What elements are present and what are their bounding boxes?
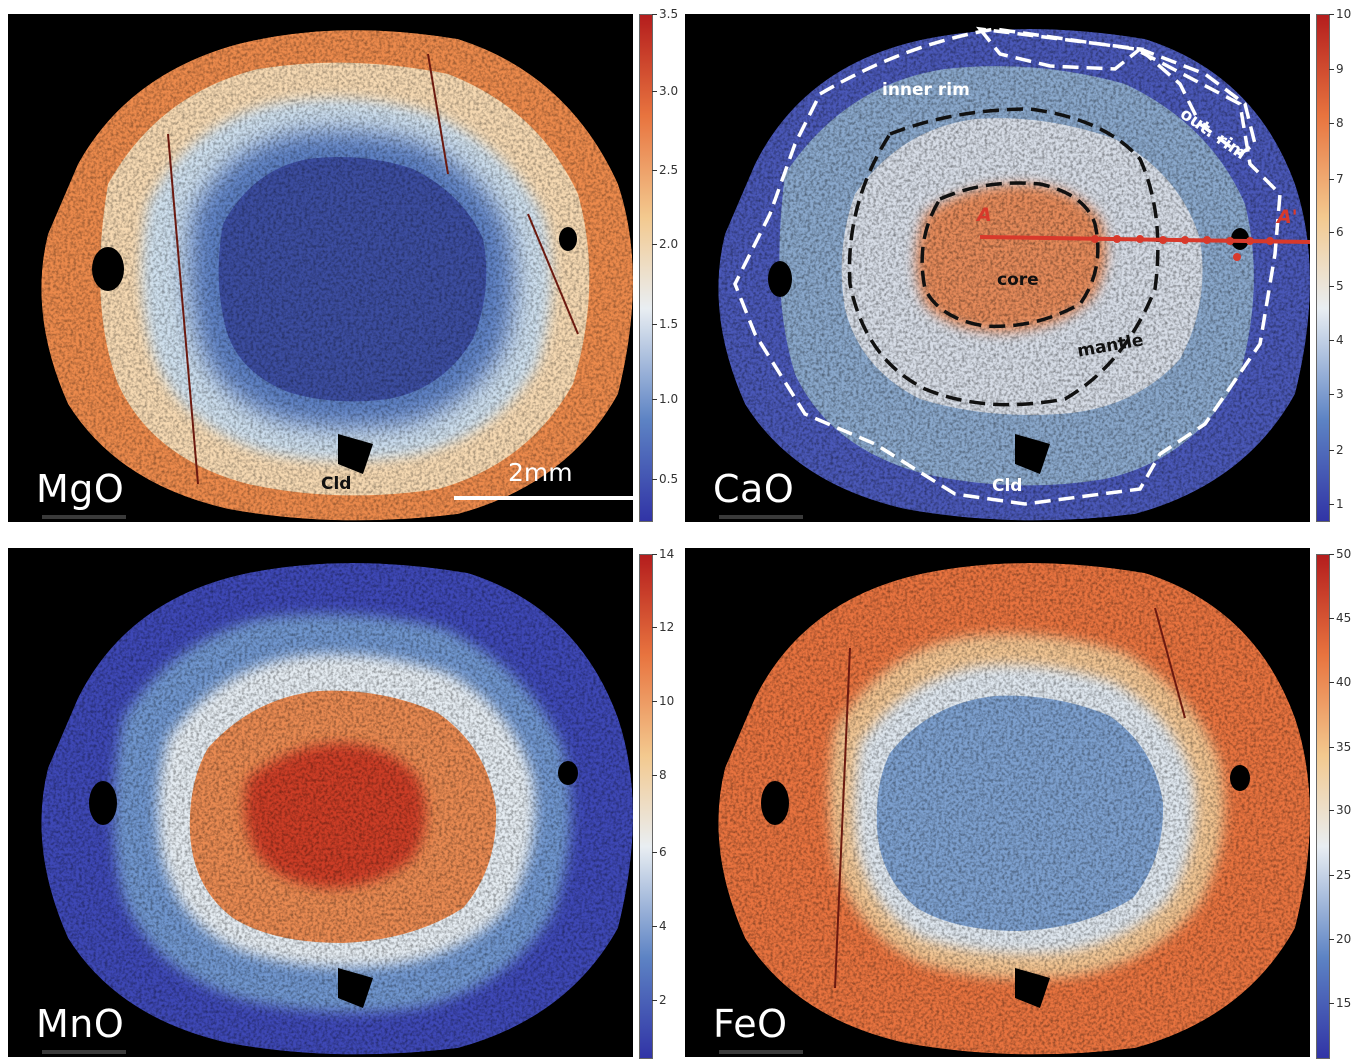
tick-label: 10 <box>652 694 674 708</box>
panel-feo: FeO 50 45 40 35 30 25 20 15 <box>677 540 1354 1059</box>
oxide-label: FeO <box>713 1002 788 1046</box>
underline-bar <box>42 1050 126 1054</box>
tick-label: 15 <box>1329 996 1351 1010</box>
oxide-label: MgO <box>36 467 125 511</box>
map-feo: FeO <box>685 548 1310 1057</box>
tick-label: 20 <box>1329 932 1351 946</box>
tick-label: 1 <box>1329 497 1344 511</box>
core-label: core <box>997 270 1039 290</box>
tick-label: 8 <box>652 768 667 782</box>
tick-label: 14 <box>652 547 674 561</box>
colorbar-ticks: 14 12 10 8 6 4 2 <box>652 547 677 1057</box>
underline-bar <box>42 515 126 519</box>
colorbar <box>1316 14 1330 522</box>
oxide-label: MnO <box>36 1002 125 1046</box>
tick-label: 2.5 <box>652 163 678 177</box>
colorbar <box>639 554 653 1059</box>
tick-label: 45 <box>1329 611 1351 625</box>
point-a-prime-label: A' <box>1277 206 1298 228</box>
panel-mno: MnO 14 12 10 8 6 4 2 <box>0 540 677 1059</box>
tick-label: 10 <box>1329 7 1351 21</box>
underline-bar <box>719 515 803 519</box>
tick-label: 1.0 <box>652 392 678 406</box>
map-mno: MnO <box>8 548 633 1057</box>
tick-label: 50 <box>1329 547 1351 561</box>
colorbar <box>1316 554 1330 1059</box>
scale-bar <box>454 496 633 500</box>
tick-label: 8 <box>1329 116 1344 130</box>
underline-bar <box>719 1050 803 1054</box>
tick-label: 0.5 <box>652 472 678 486</box>
tick-label: 3 <box>1329 387 1344 401</box>
feo-image <box>685 548 1310 1057</box>
mno-image <box>8 548 633 1057</box>
colorbar-ticks: 50 45 40 35 30 25 20 15 <box>1329 547 1354 1057</box>
tick-label: 6 <box>652 845 667 859</box>
tick-label: 2 <box>1329 443 1344 457</box>
colorbar <box>639 14 653 522</box>
map-cao: CaO inner rim out. rim core mantle A A' … <box>685 14 1310 522</box>
point-a-label: A <box>977 204 992 226</box>
tick-label: 5 <box>1329 279 1344 293</box>
tick-label: 2.0 <box>652 237 678 251</box>
oxide-label: CaO <box>713 467 795 511</box>
cld-label: Cld <box>992 476 1023 496</box>
tick-label: 3.0 <box>652 84 678 98</box>
tick-label: 9 <box>1329 62 1344 76</box>
tick-label: 12 <box>652 620 674 634</box>
tick-label: 2 <box>652 993 667 1007</box>
colorbar-ticks: 10 9 8 7 6 5 4 3 2 1 <box>1329 7 1354 520</box>
mgo-image <box>8 14 633 522</box>
tick-label: 25 <box>1329 868 1351 882</box>
tick-label: 7 <box>1329 172 1344 186</box>
tick-label: 35 <box>1329 740 1351 754</box>
tick-label: 4 <box>652 919 667 933</box>
tick-label: 40 <box>1329 675 1351 689</box>
scale-label: 2mm <box>508 458 573 487</box>
tick-label: 3.5 <box>652 7 678 21</box>
cld-label: Cld <box>321 474 352 494</box>
tick-label: 1.5 <box>652 317 678 331</box>
cao-image <box>685 14 1310 522</box>
inner-rim-label: inner rim <box>882 80 970 100</box>
tick-label: 4 <box>1329 333 1344 347</box>
tick-label: 30 <box>1329 803 1351 817</box>
panel-cao: CaO inner rim out. rim core mantle A A' … <box>677 0 1354 528</box>
map-mgo: MgO Cld 2mm <box>8 14 633 522</box>
colorbar-ticks: 3.5 3.0 2.5 2.0 1.5 1.0 0.5 <box>652 7 678 520</box>
panel-mgo: MgO Cld 2mm 3.5 3.0 2.5 2.0 1.5 1.0 0.5 <box>0 0 678 528</box>
tick-label: 6 <box>1329 225 1344 239</box>
